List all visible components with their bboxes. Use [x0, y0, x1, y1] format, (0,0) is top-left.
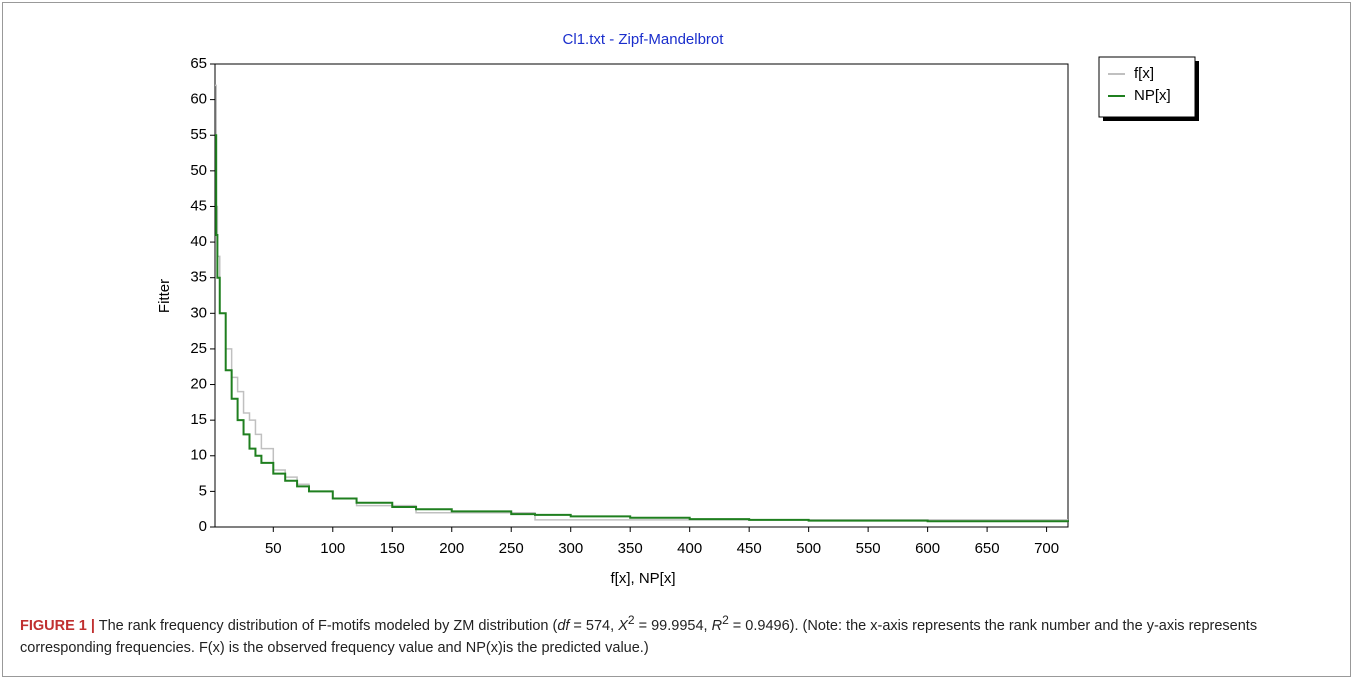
x-axis-label: f[x], NP[x]: [610, 570, 675, 587]
y-tick-label: 65: [190, 55, 207, 72]
x-tick-label: 550: [856, 540, 881, 557]
y-tick-label: 55: [190, 126, 207, 143]
x-tick-label: 600: [915, 540, 940, 557]
y-tick-label: 20: [190, 376, 207, 393]
x-tick-label: 50: [265, 540, 282, 557]
caption-text: X: [618, 617, 628, 634]
x-tick-label: 350: [618, 540, 643, 557]
caption: FIGURE 1 | The rank frequency distributi…: [20, 609, 1320, 659]
legend-box: [1098, 56, 1196, 118]
x-tick-label: 150: [380, 540, 405, 557]
x-tick-label: 700: [1034, 540, 1059, 557]
y-tick-label: 50: [190, 162, 207, 179]
plot-area: [214, 63, 1069, 528]
chart-title: Cl1.txt - Zipf-Mandelbrot: [563, 31, 725, 48]
legend-label: f[x]: [1134, 65, 1154, 82]
caption-text: = 99.9954,: [634, 617, 712, 634]
y-tick-label: 40: [190, 233, 207, 250]
caption-text: The rank frequency distribution of F-mot…: [98, 617, 558, 634]
y-tick-label: 25: [190, 340, 207, 357]
y-tick-label: 5: [199, 482, 207, 499]
caption-text: = 0.9496). (Note: the x-axis represents …: [20, 617, 1258, 656]
caption-text: 2: [722, 613, 729, 627]
caption-text: R: [711, 617, 723, 634]
x-tick-label: 650: [975, 540, 1000, 557]
x-tick-label: 200: [439, 540, 464, 557]
caption-text: 2: [627, 613, 635, 627]
y-tick-label: 0: [199, 518, 207, 535]
y-axis-label: Fitter: [156, 279, 173, 313]
y-tick-label: 10: [190, 447, 207, 464]
x-tick-label: 300: [558, 540, 583, 557]
caption-label: FIGURE 1 |: [20, 617, 95, 634]
x-tick-label: 100: [320, 540, 345, 557]
caption-text: df: [557, 617, 570, 634]
caption-text: = 574,: [569, 617, 619, 634]
y-tick-label: 45: [190, 197, 207, 214]
x-tick-label: 500: [796, 540, 821, 557]
x-tick-label: 400: [677, 540, 702, 557]
y-tick-label: 35: [190, 269, 207, 286]
x-tick-label: 250: [499, 540, 524, 557]
x-tick-label: 450: [737, 540, 762, 557]
y-tick-label: 15: [190, 411, 207, 428]
chart: Cl1.txt - Zipf-Mandelbrot f[x], NP[x] Fi…: [156, 31, 1199, 587]
legend-label: NP[x]: [1134, 87, 1171, 104]
y-tick-label: 60: [190, 91, 207, 108]
series-line: [215, 134, 1069, 523]
y-tick-label: 30: [190, 304, 207, 321]
